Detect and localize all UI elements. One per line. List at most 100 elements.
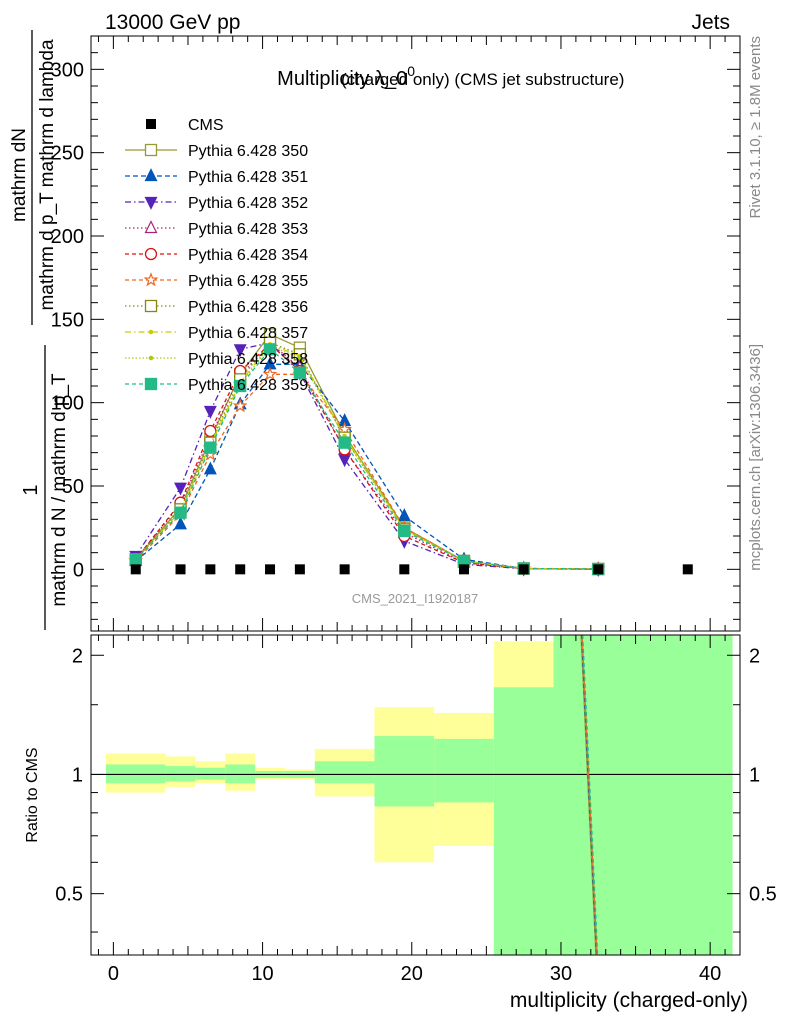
y-tick-label: 150 bbox=[51, 309, 84, 331]
ratio-y-tick-label: 2 bbox=[72, 645, 83, 667]
series-point bbox=[234, 379, 247, 393]
series-point bbox=[174, 482, 187, 496]
legend-marker bbox=[144, 168, 158, 182]
header-right: Jets bbox=[691, 11, 730, 34]
series-line bbox=[135, 363, 599, 570]
legend-marker bbox=[144, 247, 158, 261]
legend-label: Pythia 6.428 350 bbox=[188, 143, 308, 160]
legend-item-3: Pythia 6.428 352 bbox=[125, 195, 308, 212]
data-point bbox=[235, 564, 246, 575]
header-left: 13000 GeV pp bbox=[105, 11, 240, 34]
legend-item-10: Pythia 6.428 359 bbox=[125, 377, 308, 394]
x-tick-label: 0 bbox=[108, 963, 119, 985]
data-point bbox=[205, 564, 216, 575]
ratio-band-inner bbox=[374, 736, 435, 807]
legend-label: CMS bbox=[188, 117, 224, 134]
y-tick-label: 300 bbox=[51, 59, 84, 81]
main-panel: 0 50 100 150 200 250 300 Multiplicity λ_00 (ch… bbox=[9, 30, 741, 632]
rivet-label: Rivet 3.1.10, ≥ 1.8M events bbox=[747, 36, 764, 219]
data-point bbox=[130, 564, 141, 575]
main-data-layer bbox=[128, 328, 693, 578]
main-frame bbox=[90, 35, 741, 632]
y-tick-label: 50 bbox=[62, 476, 84, 498]
data-point bbox=[175, 564, 186, 575]
series-point bbox=[232, 398, 248, 413]
ratio-y-tick-label: 1 bbox=[72, 764, 83, 786]
series-point bbox=[263, 343, 277, 356]
series-point bbox=[174, 506, 187, 519]
legend-label: Pythia 6.428 358 bbox=[188, 351, 308, 368]
legend-label: Pythia 6.428 352 bbox=[188, 195, 308, 212]
ratio-lines bbox=[580, 635, 599, 955]
legend-marker bbox=[144, 220, 158, 234]
series-point bbox=[174, 516, 187, 530]
ylabel-prefix-num: 1 bbox=[20, 484, 42, 495]
main-title-sup: 0 bbox=[407, 63, 415, 79]
legend-label: Pythia 6.428 353 bbox=[188, 221, 308, 238]
series-point bbox=[293, 366, 307, 379]
x-tick-label: 30 bbox=[550, 963, 572, 985]
series-point bbox=[397, 508, 411, 522]
y-tick-label: 0 bbox=[73, 559, 84, 581]
ylabel-prefix-den: mathrm d N / mathrm d p_T bbox=[49, 373, 70, 607]
legend-label: Pythia 6.428 354 bbox=[188, 247, 308, 264]
data-point bbox=[682, 564, 693, 575]
legend-label: Pythia 6.428 357 bbox=[188, 325, 308, 342]
series-4 bbox=[129, 334, 605, 575]
data-point bbox=[399, 564, 410, 575]
ratio-y-tick-label: 0.5 bbox=[55, 884, 83, 906]
series-point bbox=[297, 355, 303, 360]
ratio-ylabel: Ratio to CMS bbox=[24, 747, 41, 842]
legend: CMS Pythia 6.428 350 Pythia 6.428 351 Pythi… bbox=[125, 117, 308, 394]
legend-label: Pythia 6.428 355 bbox=[188, 273, 308, 290]
series-point bbox=[233, 344, 247, 358]
legend-marker bbox=[144, 299, 158, 313]
data-point bbox=[518, 564, 529, 575]
legend-marker bbox=[144, 377, 158, 391]
cms-data bbox=[130, 564, 693, 575]
legend-marker bbox=[143, 272, 159, 287]
y-tick-label: 100 bbox=[51, 393, 84, 415]
legend-item-1: Pythia 6.428 350 bbox=[125, 143, 308, 160]
main-title: Multiplicity λ_00 bbox=[277, 63, 415, 90]
legend-item-7: Pythia 6.428 356 bbox=[125, 299, 308, 316]
ratio-y-tick-label-right: 1 bbox=[749, 764, 760, 786]
series-point bbox=[204, 441, 217, 454]
ylabel-num: mathrm dN bbox=[9, 128, 30, 222]
ratio-panel: 0.5 0.51 12 20 10 20 30 40 Ratio to CMS multipl… bbox=[24, 634, 777, 1012]
ratio-band-inner bbox=[314, 761, 375, 784]
ylabel-den: mathrm d p_T mathrm d lambda bbox=[37, 39, 58, 310]
ratio-y-tick-label-right: 0.5 bbox=[749, 884, 777, 906]
ratio-band-inner bbox=[195, 767, 226, 780]
data-point bbox=[458, 564, 469, 575]
series-point bbox=[129, 553, 142, 566]
series-point bbox=[338, 436, 351, 449]
series-line bbox=[135, 345, 599, 570]
legend-marker bbox=[148, 329, 154, 335]
series-point bbox=[262, 366, 278, 381]
ratio-band-inner bbox=[165, 766, 196, 782]
legend-marker bbox=[144, 196, 158, 210]
legend-label: Pythia 6.428 359 bbox=[188, 377, 308, 394]
ratio-frame bbox=[90, 634, 741, 956]
ratio-band-inner bbox=[553, 635, 733, 955]
ratio-ticks: 0.5 0.51 12 20 10 20 30 40 bbox=[55, 635, 777, 985]
legend-item-4: Pythia 6.428 353 bbox=[125, 220, 308, 238]
legend-marker bbox=[146, 119, 156, 129]
legend-item-5: Pythia 6.428 354 bbox=[125, 247, 308, 264]
ratio-line bbox=[582, 635, 599, 955]
x-tick-label: 10 bbox=[251, 963, 273, 985]
main-subtitle: (charged only) (CMS jet substructure) bbox=[341, 70, 624, 89]
data-point bbox=[294, 564, 305, 575]
legend-item-cms: CMS bbox=[146, 117, 224, 134]
data-point bbox=[593, 564, 604, 575]
main-ylabel: 1 mathrm d N / mathrm d p_T mathrm dN ma… bbox=[9, 30, 70, 630]
legend-label: Pythia 6.428 356 bbox=[188, 299, 308, 316]
ratio-band-inner bbox=[434, 738, 494, 803]
y-tick-label: 200 bbox=[51, 226, 84, 248]
ratio-bands bbox=[105, 635, 733, 955]
series-point bbox=[398, 524, 411, 538]
data-point bbox=[265, 564, 276, 575]
series-point bbox=[203, 461, 217, 475]
